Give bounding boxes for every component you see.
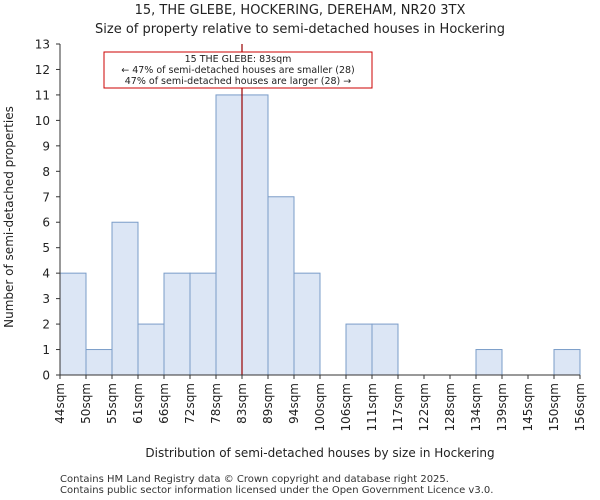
x-tick-label: 100sqm xyxy=(313,383,327,431)
x-tick-label: 83sqm xyxy=(235,383,249,424)
x-tick-label: 145sqm xyxy=(521,383,535,431)
bar-66sqm xyxy=(163,272,191,376)
bar-44sqm xyxy=(59,272,87,376)
bar-83sqm xyxy=(241,94,269,376)
x-tick-label: 50sqm xyxy=(79,383,93,424)
annotation-line-3: 47% of semi-detached houses are larger (… xyxy=(125,76,352,87)
x-tick-label: 106sqm xyxy=(339,383,353,431)
x-tick-label: 89sqm xyxy=(261,383,275,424)
y-tick-label: 11 xyxy=(35,88,50,102)
x-tick-label: 139sqm xyxy=(495,383,509,431)
y-tick-label: 1 xyxy=(42,343,50,357)
y-tick-label: 12 xyxy=(35,63,50,77)
bar-61sqm xyxy=(137,323,165,376)
x-tick-label: 61sqm xyxy=(131,383,145,424)
x-tick-label: 117sqm xyxy=(391,383,405,431)
y-tick-label: 0 xyxy=(42,369,50,383)
bar-55sqm xyxy=(111,221,139,376)
y-tick-label: 6 xyxy=(42,216,50,230)
x-axis-label: Distribution of semi-detached houses by … xyxy=(145,446,494,460)
y-tick-label: 13 xyxy=(35,38,50,52)
bar-134sqm xyxy=(475,349,503,376)
bar-111sqm xyxy=(371,323,399,376)
y-tick-label: 10 xyxy=(35,114,50,128)
x-tick-label: 55sqm xyxy=(105,383,119,424)
x-tick-label: 72sqm xyxy=(183,383,197,424)
bar-89sqm xyxy=(267,196,295,376)
chart-title: 15, THE GLEBE, HOCKERING, DEREHAM, NR20 … xyxy=(135,3,466,18)
bars-group xyxy=(59,94,581,376)
bar-72sqm xyxy=(189,272,217,376)
chart-subtitle: Size of property relative to semi-detach… xyxy=(95,22,505,37)
bar-78sqm xyxy=(215,94,243,376)
x-tick-label: 150sqm xyxy=(547,383,561,431)
annotation-line-2: ← 47% of semi-detached houses are smalle… xyxy=(121,65,355,76)
y-tick-label: 5 xyxy=(42,241,50,255)
y-tick-label: 8 xyxy=(42,165,50,179)
bar-50sqm xyxy=(85,349,113,376)
y-axis-label: Number of semi-detached properties xyxy=(2,106,16,328)
bar-150sqm xyxy=(553,349,581,376)
annotation-box: 15 THE GLEBE: 83sqm ← 47% of semi-detach… xyxy=(103,51,373,89)
x-tick-label: 66sqm xyxy=(157,383,171,424)
x-tick-label: 134sqm xyxy=(469,383,483,431)
x-tick-label: 156sqm xyxy=(573,383,587,431)
y-tick-label: 3 xyxy=(42,292,50,306)
x-tick-label: 94sqm xyxy=(287,383,301,424)
bar-94sqm xyxy=(293,272,321,376)
footer-attribution-2: Contains public sector information licen… xyxy=(60,485,494,496)
x-axis-ticks: 44sqm 50sqm 55sqm 61sqm 66sqm 72sqm 78sqm 83sqm… xyxy=(53,375,587,431)
annotation-border xyxy=(103,51,373,89)
y-tick-label: 2 xyxy=(42,318,50,332)
footer-attribution-1: Contains HM Land Registry data © Crown c… xyxy=(60,474,449,485)
x-tick-label: 122sqm xyxy=(417,383,431,431)
y-tick-label: 7 xyxy=(42,190,50,204)
x-tick-label: 44sqm xyxy=(53,383,67,424)
y-tick-label: 4 xyxy=(42,267,50,281)
x-tick-label: 111sqm xyxy=(365,383,379,431)
bar-106sqm xyxy=(345,323,373,376)
annotation-line-1: 15 THE GLEBE: 83sqm xyxy=(185,54,292,65)
y-tick-label: 9 xyxy=(42,139,50,153)
x-tick-label: 128sqm xyxy=(443,383,457,431)
x-tick-label: 78sqm xyxy=(209,383,223,424)
